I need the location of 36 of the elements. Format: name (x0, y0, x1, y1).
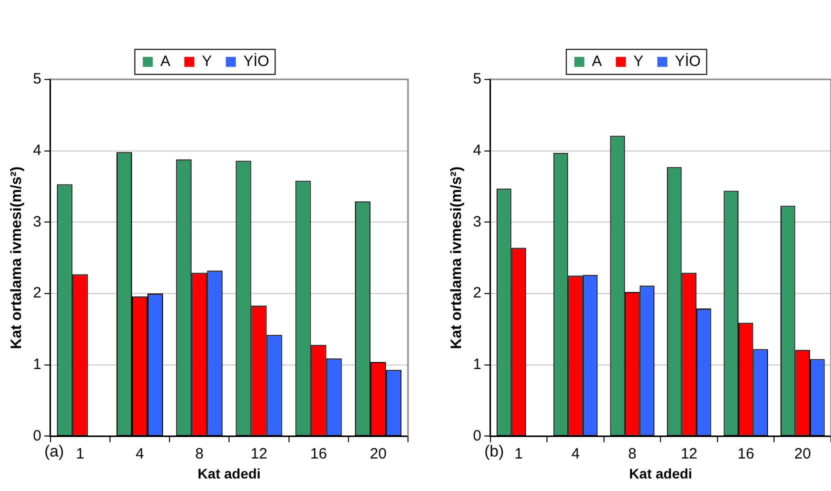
x-tick-label: 16 (737, 445, 754, 462)
x-tick-label: 12 (250, 445, 268, 462)
y-tick-label: 1 (473, 356, 482, 373)
y-tick-label: 1 (33, 356, 42, 373)
x-axis-title: Kat adedi (198, 465, 261, 482)
x-tick-label: 1 (76, 445, 84, 462)
y-axis-title: Kat ortalama ivmesi(m/s²) (448, 166, 466, 350)
x-axis-title: Kat adedi (629, 465, 692, 482)
y-tick-label: 0 (33, 427, 42, 444)
y-tick-label: 3 (33, 213, 42, 230)
text: (a) (44, 444, 64, 461)
x-tick-label: 8 (195, 445, 204, 462)
x-tick-label: 20 (794, 445, 811, 462)
y-tick-label: 3 (473, 213, 482, 230)
legend-label: YİO (243, 52, 270, 70)
legend-label: Y (633, 53, 644, 70)
y-tick-label: 5 (33, 70, 42, 88)
x-tick-label: 8 (628, 445, 636, 462)
x-tick-label: 4 (571, 445, 580, 462)
legend-label: YİO (674, 52, 701, 70)
y-tick-label: 5 (473, 70, 482, 88)
legend-label: A (160, 53, 170, 70)
y-tick-label: 4 (473, 142, 482, 159)
y-tick-label: 2 (473, 284, 482, 302)
y-tick-label: 4 (33, 142, 42, 159)
legend-label: A (592, 53, 602, 70)
legend-label: Y (202, 53, 212, 70)
y-tick-label: 2 (33, 284, 42, 302)
x-tick-label: 20 (370, 445, 387, 462)
x-tick-label: 12 (680, 445, 698, 462)
y-tick-label: 0 (473, 427, 482, 444)
x-tick-label: 16 (310, 445, 327, 462)
x-tick-label: 4 (136, 445, 144, 462)
y-axis-title: Kat ortalama ivmesi(m/s²) (8, 166, 26, 350)
x-tick-label: 1 (514, 445, 523, 462)
text: (b) (484, 444, 504, 461)
